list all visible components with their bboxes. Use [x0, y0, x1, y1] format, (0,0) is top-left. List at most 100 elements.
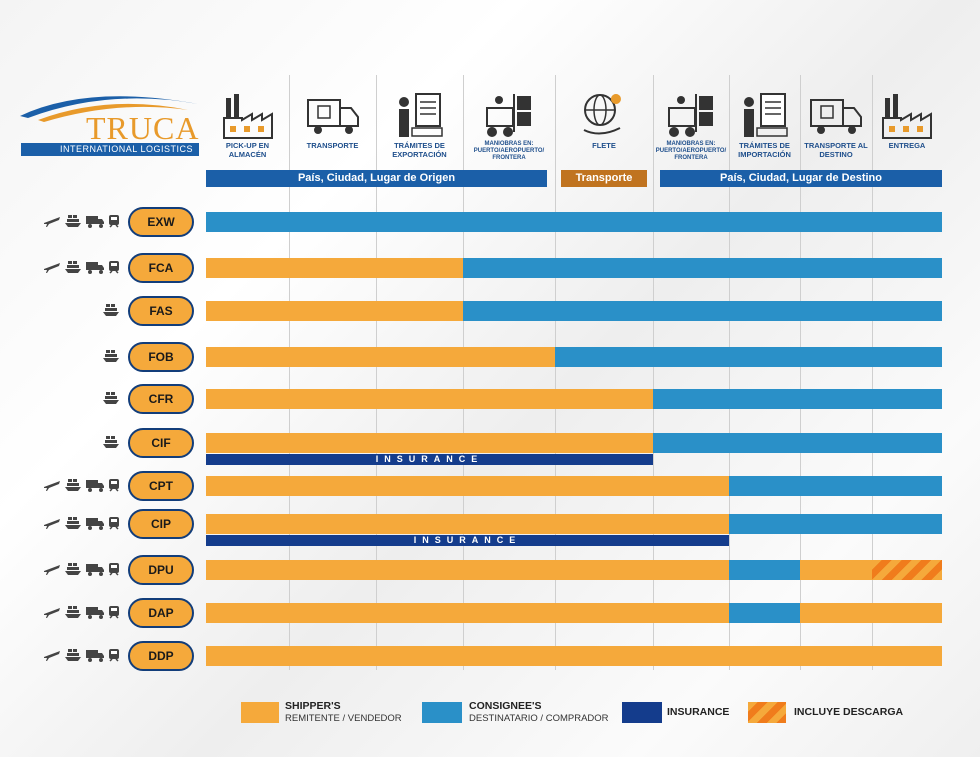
- consignee-segment: [729, 514, 942, 534]
- ship-icon: [64, 516, 82, 530]
- transport-modes: [40, 303, 120, 317]
- forklift-icon: [481, 90, 541, 140]
- column-label: FLETE: [592, 141, 616, 150]
- column-divider: [800, 75, 801, 670]
- incoterm-cfr: CFR: [128, 384, 194, 414]
- transport-modes: [40, 349, 120, 363]
- origin-band: País, Ciudad, Lugar de Origen: [206, 170, 547, 187]
- column-divider: [872, 75, 873, 670]
- insurance-bar: INSURANCE: [206, 454, 653, 465]
- truck-icon: [85, 260, 105, 274]
- forklift-icon: [663, 90, 723, 140]
- column-label: PICK-UP EN ALMACÉN: [225, 141, 270, 159]
- truck-icon: [85, 478, 105, 492]
- shipper-segment: [206, 301, 463, 321]
- truck-icon: [85, 648, 105, 662]
- column-label: TRÁMITES DE IMPORTACIÓN: [738, 141, 791, 159]
- shipper-segment: [206, 514, 729, 534]
- shipper-segment: [800, 603, 942, 623]
- shipper-segment: [206, 476, 729, 496]
- consignee-segment: [555, 347, 942, 367]
- incoterm-fca: FCA: [128, 253, 194, 283]
- globe-plane-icon: [576, 90, 636, 140]
- train-icon: [108, 648, 120, 662]
- column-divider: [376, 75, 377, 670]
- ship-icon: [64, 605, 82, 619]
- shipper-segment: [206, 258, 463, 278]
- legend-shipper-title: SHIPPER'S: [285, 700, 341, 712]
- shipper-segment: [206, 646, 942, 666]
- shipper-segment: [206, 347, 555, 367]
- consignee-segment: [653, 389, 942, 409]
- shipper-segment: [206, 433, 653, 453]
- legend-shipper-swatch: [241, 702, 279, 723]
- transport-modes: [40, 478, 120, 492]
- legend-unload-swatch: [748, 702, 786, 723]
- train-icon: [108, 260, 120, 274]
- ship-icon: [64, 562, 82, 576]
- destination-band: País, Ciudad, Lugar de Destino: [660, 170, 942, 187]
- column-divider: [555, 75, 556, 670]
- truck-icon: [85, 562, 105, 576]
- column-label: ENTREGA: [888, 141, 926, 150]
- transport-modes: [40, 260, 120, 274]
- truck-icon: [85, 605, 105, 619]
- ship-icon: [64, 478, 82, 492]
- ship-icon: [64, 260, 82, 274]
- legend-insurance-swatch: [622, 702, 662, 723]
- plane-icon: [43, 605, 61, 619]
- column-divider: [729, 75, 730, 670]
- logo-name: TRUCA: [86, 110, 200, 146]
- consignee-segment: [653, 433, 942, 453]
- unload-segment: [872, 560, 942, 580]
- train-icon: [108, 605, 120, 619]
- incoterm-fas: FAS: [128, 296, 194, 326]
- column-divider: [463, 75, 464, 670]
- plane-icon: [43, 516, 61, 530]
- shipper-segment: [206, 560, 729, 580]
- column-label: MANIOBRAS EN: PUERTO/AEROPUERTO/ FRONTER…: [655, 141, 727, 161]
- transport-modes: [40, 562, 120, 576]
- consignee-segment: [729, 603, 800, 623]
- delivery-truck-icon: [808, 90, 868, 140]
- train-icon: [108, 478, 120, 492]
- incoterm-exw: EXW: [128, 207, 194, 237]
- consignee-segment: [729, 476, 942, 496]
- logo-subtitle: INTERNATIONAL LOGISTICS: [21, 143, 199, 156]
- ship-icon: [102, 391, 120, 405]
- worker-documents-icon: [737, 90, 797, 140]
- plane-icon: [43, 562, 61, 576]
- transport-modes: [40, 605, 120, 619]
- delivery-truck-icon: [305, 90, 365, 140]
- train-icon: [108, 516, 120, 530]
- worker-documents-icon: [392, 90, 452, 140]
- transport-modes: [40, 516, 120, 530]
- ship-icon: [64, 214, 82, 228]
- train-icon: [108, 214, 120, 228]
- shipper-segment: [206, 603, 729, 623]
- transport-modes: [40, 214, 120, 228]
- shipper-segment: [800, 560, 872, 580]
- plane-icon: [43, 260, 61, 274]
- transport-modes: [40, 435, 120, 449]
- legend-unload: INCLUYE DESCARGA: [794, 706, 904, 718]
- ship-icon: [102, 435, 120, 449]
- column-label: TRANSPORTE AL DESTINO: [804, 141, 868, 159]
- incoterm-dap: DAP: [128, 598, 194, 628]
- shipper-segment: [206, 389, 653, 409]
- ship-icon: [102, 303, 120, 317]
- incoterm-fob: FOB: [128, 342, 194, 372]
- incoterm-ddp: DDP: [128, 641, 194, 671]
- train-icon: [108, 562, 120, 576]
- plane-icon: [43, 214, 61, 228]
- truck-icon: [85, 214, 105, 228]
- legend-shipper-sub: REMITENTE / VENDEDOR: [285, 713, 402, 724]
- incoterm-dpu: DPU: [128, 555, 194, 585]
- column-label: TRANSPORTE: [306, 141, 359, 150]
- plane-icon: [43, 478, 61, 492]
- column-divider: [653, 75, 654, 670]
- column-label: TRÁMITES DE EXPORTACIÓN: [392, 141, 447, 159]
- column-label: MANIOBRAS EN: PUERTO/AEROPUERTO/ FRONTER…: [473, 141, 545, 161]
- legend-consignee-title: CONSIGNEE'S: [469, 700, 542, 712]
- consignee-segment: [206, 212, 942, 232]
